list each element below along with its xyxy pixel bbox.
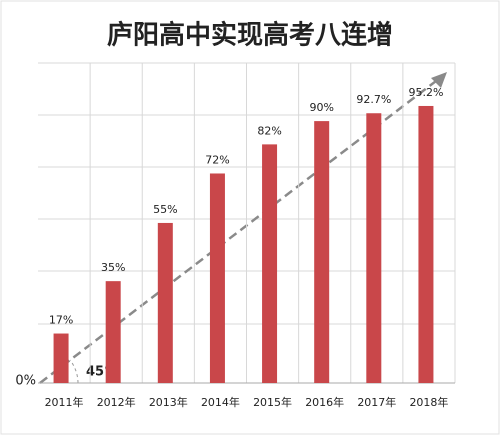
value-label: 35% bbox=[101, 261, 125, 274]
arrow-head bbox=[431, 72, 447, 88]
value-label: 95.2% bbox=[408, 86, 443, 99]
x-tick-label: 2016年 bbox=[305, 395, 344, 409]
angle-arc bbox=[69, 359, 79, 384]
bar bbox=[262, 144, 278, 383]
value-label: 92.7% bbox=[356, 93, 391, 106]
y-tick-label: 0% bbox=[15, 374, 36, 389]
x-tick-label: 2011年 bbox=[45, 395, 84, 409]
x-tick-label: 2013年 bbox=[149, 395, 188, 409]
x-tick-label: 2014年 bbox=[201, 395, 240, 409]
value-label: 17% bbox=[49, 314, 73, 327]
bar bbox=[105, 281, 121, 383]
bar bbox=[418, 105, 434, 383]
x-tick-label: 2017年 bbox=[357, 395, 396, 409]
x-tick-label: 2012年 bbox=[97, 395, 136, 409]
bar bbox=[157, 222, 173, 383]
value-label: 72% bbox=[205, 153, 229, 166]
annotation: 45° bbox=[86, 365, 111, 380]
x-tick-label: 2018年 bbox=[409, 395, 448, 409]
chart-title: 庐阳高中实现高考八连增 bbox=[107, 20, 393, 51]
bar bbox=[366, 113, 382, 384]
value-label: 55% bbox=[153, 203, 177, 216]
x-tick-label: 2015年 bbox=[253, 395, 292, 409]
bar bbox=[314, 121, 330, 383]
bar bbox=[209, 173, 225, 383]
value-label: 82% bbox=[257, 124, 281, 137]
bar bbox=[53, 333, 69, 383]
value-label: 90% bbox=[309, 101, 333, 114]
